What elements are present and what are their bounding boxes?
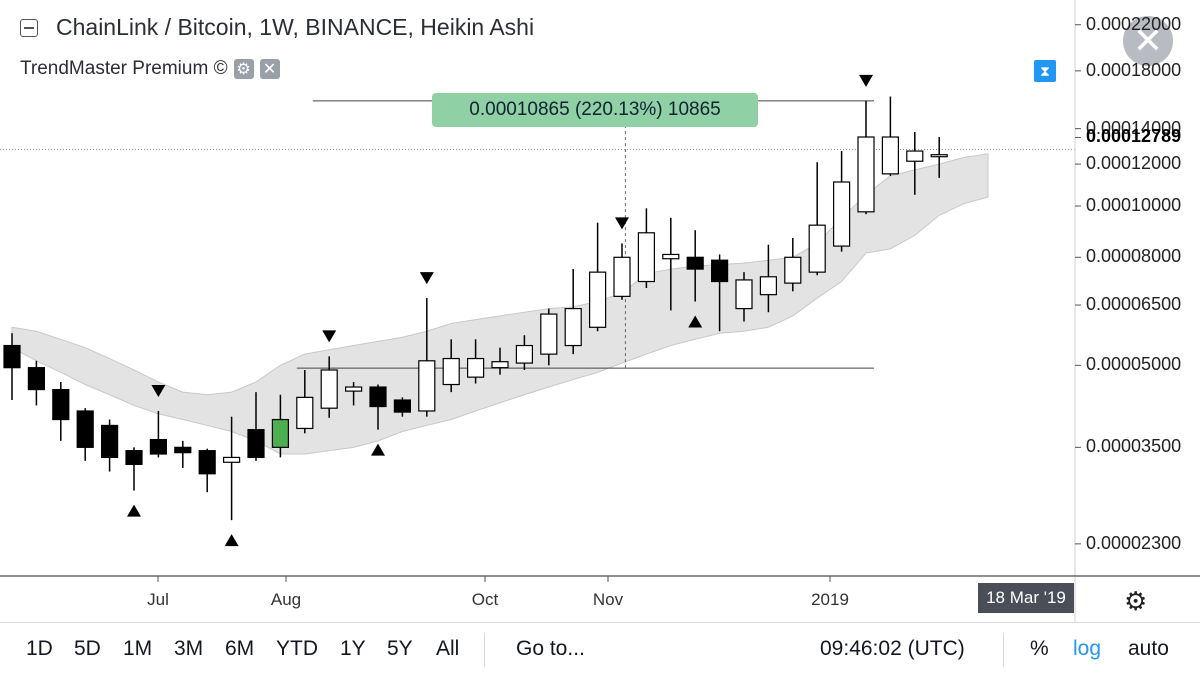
close-icon[interactable]: ✕: [1123, 16, 1173, 66]
trend-band: [11, 153, 989, 455]
remove-indicator-icon[interactable]: ✕: [259, 59, 280, 79]
price-label: 0.00018000: [1086, 59, 1182, 80]
price-label: 0.00012000: [1086, 153, 1182, 174]
candle-body: [271, 418, 289, 448]
chart-settings-icon[interactable]: ⚙: [1124, 586, 1148, 616]
candle-body: [198, 450, 216, 475]
candle-body: [832, 181, 851, 247]
sell-signal-marker: [859, 74, 873, 87]
candle-body: [564, 308, 582, 347]
time-label: 2019: [811, 590, 849, 609]
candle-body: [710, 259, 729, 283]
range-button-5y[interactable]: 5Y: [387, 637, 413, 660]
candle-body: [149, 438, 167, 455]
range-button-5d[interactable]: 5D: [74, 637, 101, 660]
candle-body: [662, 253, 680, 260]
candle-body: [174, 446, 192, 454]
price-label: 0.00010000: [1086, 195, 1182, 215]
candle-body: [369, 386, 387, 408]
price-label: 0.00002300: [1086, 532, 1182, 553]
candle-body: [906, 150, 924, 162]
log-toggle[interactable]: log: [1073, 637, 1102, 660]
range-button-1d[interactable]: 1D: [26, 637, 53, 660]
time-label: Aug: [270, 590, 302, 609]
auto-scale-icon[interactable]: ⧗: [1034, 60, 1056, 82]
candle-body: [247, 429, 265, 459]
price-label: 0.00022000: [1086, 13, 1182, 34]
candle-body: [588, 271, 607, 328]
sell-signal-marker: [151, 384, 166, 397]
range-button-1y[interactable]: 1Y: [340, 637, 366, 660]
clock: 09:46:02 (UTC): [820, 637, 965, 660]
range-button-all[interactable]: All: [436, 637, 460, 660]
auto-toggle[interactable]: auto: [1128, 637, 1169, 660]
candle-body: [808, 224, 826, 273]
range-button-1m[interactable]: 1M: [123, 637, 153, 660]
candle-body: [686, 256, 704, 270]
price-label: 0.00005000: [1086, 354, 1182, 375]
indicator-name: TrendMaster Premium ©: [20, 58, 228, 79]
sell-signal-marker: [322, 330, 337, 343]
candle-body: [515, 344, 534, 364]
toolbar-divider: [484, 633, 485, 667]
candle-body: [881, 136, 900, 175]
toolbar-divider: [1003, 633, 1004, 667]
candle-body: [613, 256, 631, 297]
price-label: 0.00008000: [1086, 246, 1182, 267]
buy-signal-marker: [371, 443, 385, 456]
time-label: Jul: [147, 590, 169, 609]
sell-signal-marker: [615, 217, 629, 230]
range-button-6m[interactable]: 6M: [225, 637, 255, 660]
percent-toggle[interactable]: %: [1030, 637, 1049, 660]
time-label: Oct: [471, 590, 499, 609]
buy-signal-marker: [224, 534, 239, 547]
symbol-title: ChainLink / Bitcoin, 1W, BINANCE, Heikin…: [56, 14, 535, 40]
candle-body: [345, 386, 363, 392]
candle-body: [125, 450, 143, 465]
candle-body: [296, 396, 314, 430]
candle-body: [857, 136, 875, 213]
candle-body: [418, 360, 436, 412]
candle-body: [759, 276, 778, 296]
chart-legend: ChainLink / Bitcoin, 1W, BINANCE, Heikin…: [20, 14, 534, 41]
candle-body: [467, 357, 485, 378]
candle-body: [637, 232, 656, 283]
candle-body: [735, 279, 753, 310]
candle-body: [393, 399, 411, 413]
buy-signal-marker: [688, 315, 703, 328]
candle-body: [100, 424, 119, 459]
goto-button[interactable]: Go to...: [516, 637, 585, 660]
candle-body: [76, 410, 94, 448]
candle-body: [442, 357, 460, 386]
crosshair-date: 18 Mar '19: [978, 583, 1074, 613]
collapse-legend-icon[interactable]: [20, 18, 38, 37]
candle-body: [320, 369, 338, 409]
current-price-label: 0.00012789: [1086, 126, 1182, 147]
time-label: Nov: [592, 590, 624, 609]
range-button-3m[interactable]: 3M: [174, 637, 204, 660]
candle-body: [3, 344, 21, 369]
bottom-toolbar: 1D 5D 1M 3M 6M YTD 1Y 5Y All Go to... 09:46:02 (…: [0, 622, 1200, 676]
candle-body: [52, 388, 70, 421]
buy-signal-marker: [127, 504, 141, 517]
price-label: 0.00014000: [1086, 117, 1182, 138]
candle-body: [930, 154, 948, 158]
price-label: 0.00003500: [1086, 436, 1182, 457]
range-button-ytd[interactable]: YTD: [276, 637, 318, 660]
sell-signal-marker: [419, 272, 434, 285]
candle-body: [27, 367, 45, 391]
candle-body: [491, 361, 509, 369]
settings-icon[interactable]: ⚙: [233, 59, 254, 79]
price-label: 0.00006500: [1086, 294, 1182, 315]
candle-body: [540, 313, 558, 355]
candle-body: [784, 256, 802, 284]
measure-label: 0.00010865 (220.13%) 10865: [432, 93, 758, 127]
indicator-legend: TrendMaster Premium © ⚙ ✕: [20, 58, 280, 80]
candle-body: [223, 456, 241, 463]
